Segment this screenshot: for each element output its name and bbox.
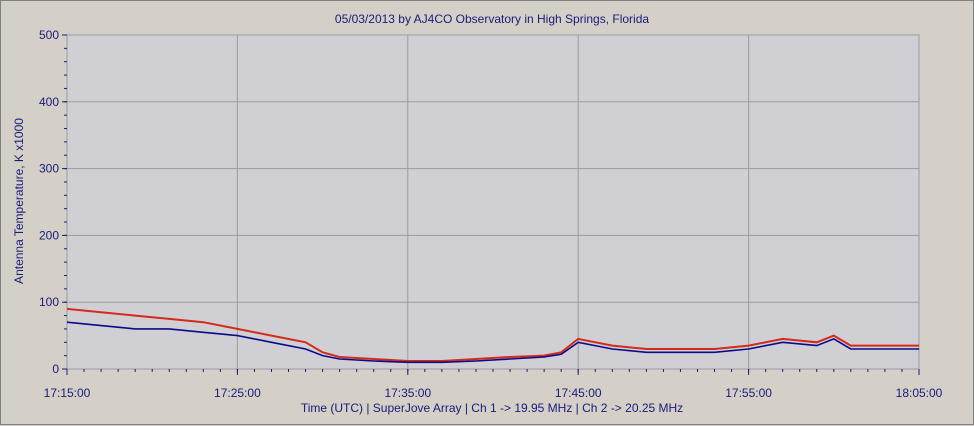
grid-lines bbox=[66, 34, 920, 370]
x-axis: 17:15:00 17:25:00 17:35:00 17:45:00 17:55:00… bbox=[44, 369, 943, 400]
y-tick-label: 300 bbox=[39, 162, 59, 176]
x-tick-label: 17:35:00 bbox=[384, 386, 431, 400]
y-tick-label: 500 bbox=[39, 28, 59, 42]
y-tick-label: 100 bbox=[39, 295, 59, 309]
y-axis-label: Antenna Temperature, K x1000 bbox=[12, 118, 26, 284]
series-ch2-line bbox=[66, 321, 919, 364]
x-tick-label: 17:55:00 bbox=[725, 386, 772, 400]
x-tick-label: 18:05:00 bbox=[896, 386, 943, 400]
x-tick-label: 17:45:00 bbox=[555, 386, 602, 400]
y-tick-label: 400 bbox=[39, 95, 59, 109]
series-ch1-line bbox=[66, 307, 919, 362]
y-tick-label: 0 bbox=[52, 362, 59, 376]
y-tick-label: 200 bbox=[39, 228, 59, 242]
x-tick-label: 17:15:00 bbox=[44, 386, 91, 400]
chart-title: 05/03/2013 by AJ4CO Observatory in High … bbox=[335, 12, 649, 26]
plot-area bbox=[66, 34, 920, 370]
x-tick-label: 17:25:00 bbox=[214, 386, 261, 400]
x-axis-label: Time (UTC) | SuperJove Array | Ch 1 -> 1… bbox=[301, 401, 683, 415]
traces bbox=[66, 307, 919, 364]
y-axis: 0 100 200 300 400 500 bbox=[39, 28, 67, 376]
